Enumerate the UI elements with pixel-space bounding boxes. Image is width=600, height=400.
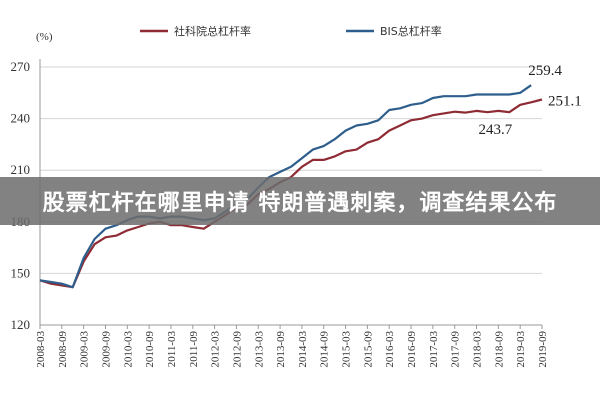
y-tick-label: 120 (11, 317, 31, 332)
x-tick-label: 2018-03 (472, 331, 484, 368)
x-tick-label: 2008-03 (35, 331, 47, 368)
legend-label: 社科院总杠杆率 (174, 24, 251, 38)
x-tick-label: 2014-03 (297, 331, 309, 368)
x-tick-label: 2015-03 (341, 331, 353, 368)
x-tick-label: 2014-09 (319, 331, 331, 368)
legend-label: BIS总杠杆率 (380, 24, 442, 38)
x-tick-label: 2013-03 (253, 331, 265, 368)
data-label: 259.4 (528, 63, 562, 79)
axes: 1201501802102402702008-032008-092009-032… (11, 59, 549, 368)
x-tick-label: 2018-09 (493, 331, 505, 368)
x-tick-label: 2011-03 (166, 331, 178, 368)
x-tick-label: 2016-03 (384, 331, 396, 368)
x-tick-label: 2016-09 (406, 331, 418, 368)
x-tick-label: 2008-09 (57, 331, 69, 368)
x-tick-label: 2011-09 (188, 331, 200, 368)
data-label: 251.1 (548, 94, 582, 110)
y-tick-label: 240 (11, 111, 31, 126)
x-tick-label: 2019-09 (537, 331, 549, 368)
x-tick-label: 2017-09 (450, 331, 462, 368)
y-tick-label: 270 (11, 59, 31, 74)
x-tick-label: 2017-03 (428, 331, 440, 368)
legend: 社科院总杠杆率 BIS总杠杆率 (140, 24, 442, 38)
x-tick-label: 2012-03 (210, 331, 222, 368)
annotations: 259.4 251.1 243.7 (479, 63, 582, 138)
x-tick-label: 2019-03 (515, 331, 527, 368)
x-tick-label: 2013-09 (275, 331, 287, 368)
x-tick-label: 2010-09 (144, 331, 156, 368)
y-tick-label: 150 (11, 265, 31, 280)
x-tick-label: 2012-09 (231, 331, 243, 368)
x-tick-label: 2009-03 (79, 331, 91, 368)
y-tick-label: 210 (11, 162, 31, 177)
y-axis-unit-label: (%) (36, 31, 53, 43)
x-tick-label: 2015-09 (362, 331, 374, 368)
x-tick-label: 2009-09 (100, 331, 112, 368)
gridlines (40, 66, 542, 274)
banner-text: 股票杠杆在哪里申请 特朗普遇刺案，调查结果公布 (42, 191, 558, 216)
x-tick-label: 2010-03 (122, 331, 134, 368)
overlay-banner: 股票杠杆在哪里申请 特朗普遇刺案，调查结果公布 (0, 177, 600, 225)
data-label: 243.7 (479, 122, 513, 138)
